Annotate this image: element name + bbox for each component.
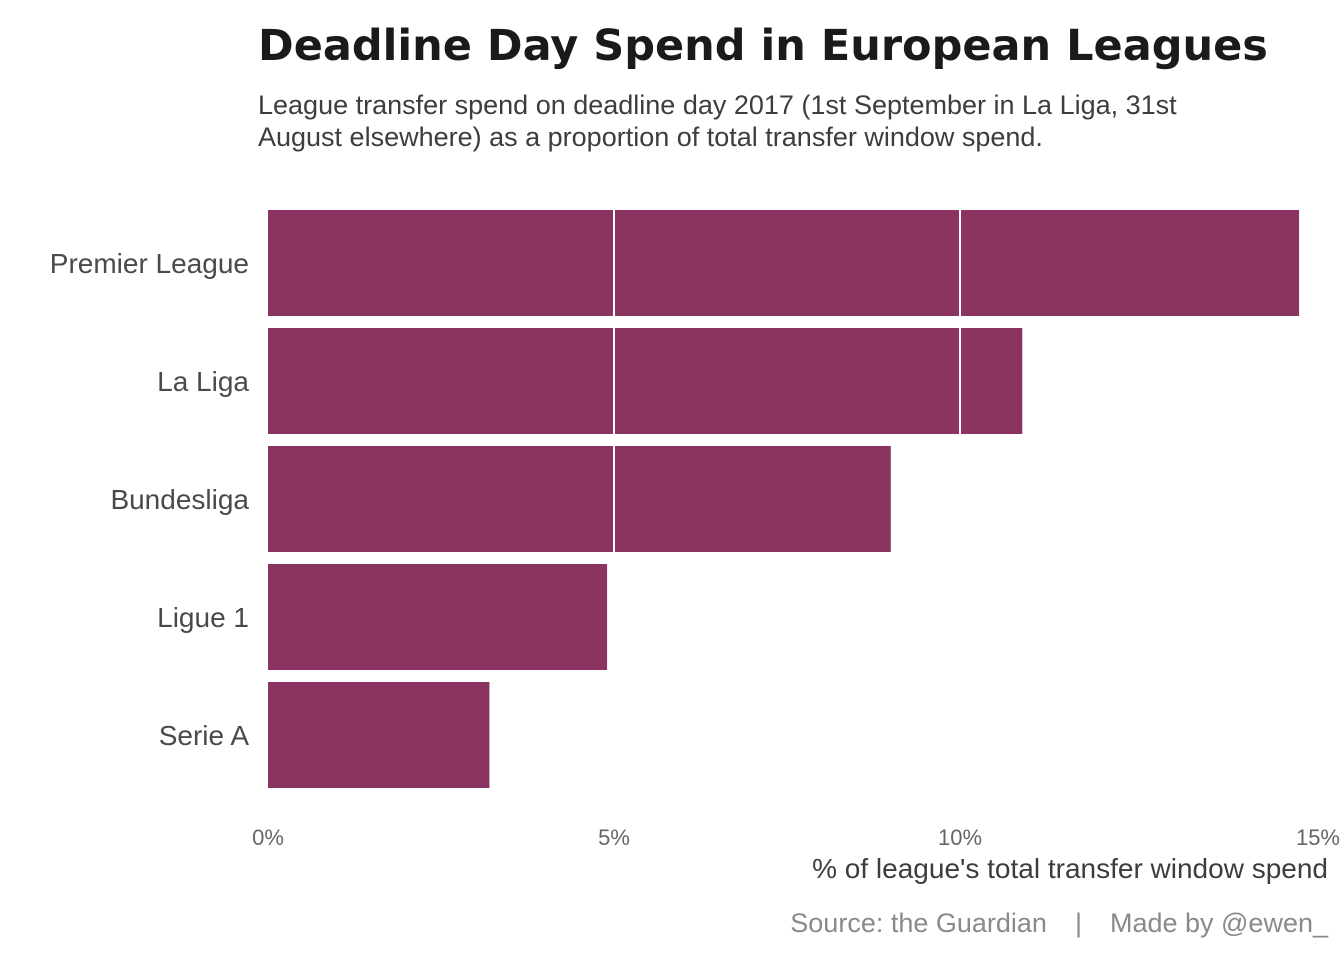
chart-subtitle-line-2: August elsewhere) as a proportion of tot…: [258, 122, 1043, 152]
x-tick-label-0: 0%: [252, 825, 284, 850]
bar-serie-a: [268, 682, 490, 788]
bar-bundesliga: [268, 446, 891, 552]
chart-subtitle-line-1: League transfer spend on deadline day 20…: [258, 90, 1177, 120]
bars-group: [268, 210, 1300, 788]
caption-separator: |: [1075, 908, 1082, 938]
category-label-la-liga: La Liga: [157, 366, 249, 397]
bar-la-liga: [268, 328, 1023, 434]
x-tick-label-15: 15%: [1296, 825, 1340, 850]
bar-premier-league: [268, 210, 1300, 316]
x-axis-title: % of league's total transfer window spen…: [812, 853, 1328, 884]
category-label-ligue-1: Ligue 1: [157, 602, 249, 633]
x-tick-label-10: 10%: [938, 825, 982, 850]
bar-ligue-1: [268, 564, 608, 670]
category-label-bundesliga: Bundesliga: [110, 484, 249, 515]
x-tick-label-5: 5%: [598, 825, 630, 850]
x-tick-labels-group: 0% 5% 10% 15%: [252, 825, 1340, 850]
caption-source: Source: the Guardian: [790, 908, 1047, 938]
gridlines-group: [613, 208, 961, 790]
chart-title: Deadline Day Spend in European Leagues: [258, 21, 1268, 71]
category-label-premier-league: Premier League: [50, 248, 249, 279]
caption-author: Made by @ewen_: [1110, 908, 1329, 938]
caption: Source: the Guardian | Made by @ewen_: [790, 908, 1329, 938]
category-label-serie-a: Serie A: [159, 720, 250, 751]
category-labels-group: Premier League La Liga Bundesliga Ligue 1 Se…: [50, 248, 250, 751]
